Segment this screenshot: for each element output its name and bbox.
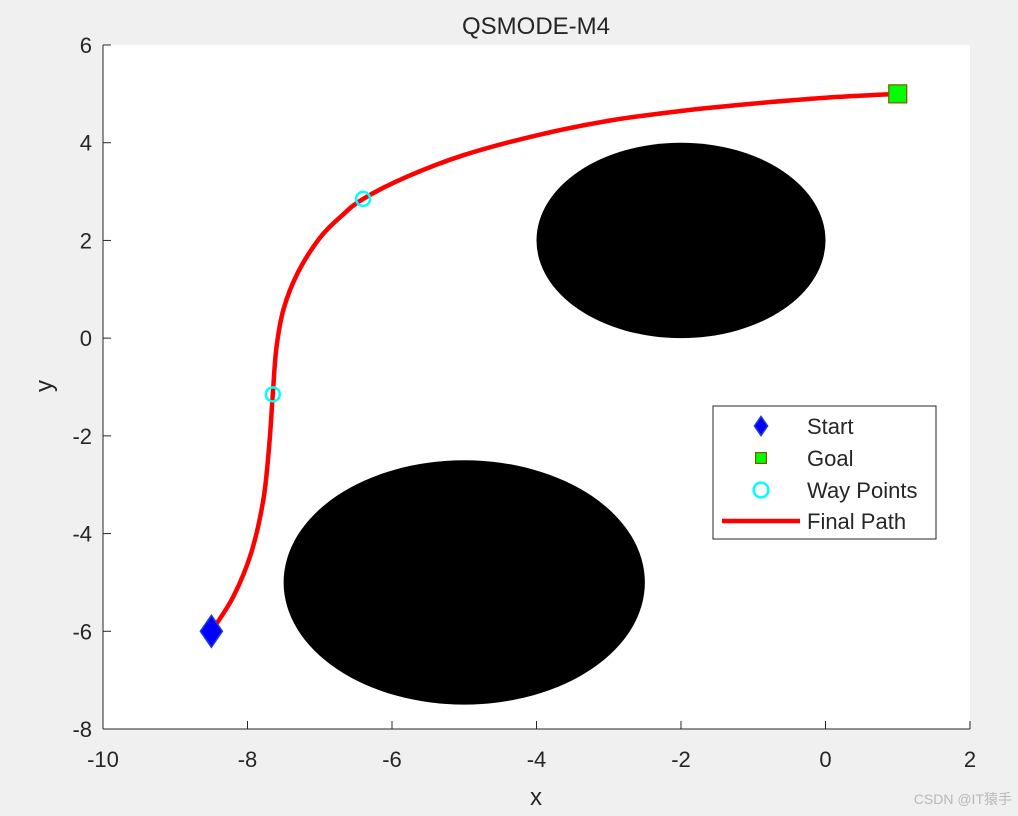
way-points-marker-2 — [354, 190, 372, 208]
legend-label-start: Start — [807, 414, 853, 439]
legend-entry-way-points: Way Points — [752, 478, 917, 503]
way-points-marker-1 — [264, 386, 282, 403]
x-tick-label: -8 — [238, 747, 258, 772]
y-axis-label: y — [31, 380, 58, 392]
y-tick-label: 2 — [80, 228, 92, 253]
x-tick-label: 0 — [819, 747, 831, 772]
legend-label-final-path: Final Path — [807, 509, 906, 534]
legend-box — [712, 405, 937, 540]
y-tick-label: -6 — [72, 619, 92, 644]
legend-entry-goal: Goal — [754, 446, 853, 471]
legend-label-way-points: Way Points — [807, 478, 917, 503]
legend-entry-start: Start — [753, 414, 853, 439]
goal-marker — [888, 84, 908, 104]
chart-title: QSMODE-M4 — [462, 13, 610, 40]
y-tick-label: 0 — [80, 326, 92, 351]
legend-entry-final-path: Final Path — [722, 509, 906, 534]
y-tick-label: -2 — [72, 424, 92, 449]
legend-entries: Start Goal Way Points Final Path — [722, 414, 917, 534]
x-tick-label: -10 — [87, 747, 119, 772]
x-ticks: -10 -8 -6 -4 -2 0 2 — [87, 721, 976, 772]
watermark: CSDN @IT猿手 — [914, 791, 1012, 807]
final-path-line — [209, 91, 900, 634]
obstacle-2 — [283, 460, 645, 705]
x-tick-label: -2 — [671, 747, 691, 772]
y-tick-label: -4 — [72, 522, 92, 547]
x-tick-label: 2 — [964, 747, 976, 772]
start-marker — [199, 613, 224, 649]
series-layer — [199, 84, 908, 649]
x-axis-label: x — [530, 784, 542, 811]
y-tick-label: 6 — [80, 33, 92, 58]
y-tick-label: -8 — [72, 717, 92, 742]
obstacle-1 — [536, 142, 826, 339]
legend-label-goal: Goal — [807, 446, 853, 471]
legend-swatch-goal — [754, 452, 767, 465]
y-tick-label: 4 — [80, 131, 92, 156]
x-tick-label: -4 — [527, 747, 547, 772]
x-tick-label: -6 — [382, 747, 402, 772]
legend-swatch-start — [753, 415, 769, 437]
obstacles-layer — [283, 142, 826, 705]
y-ticks: -8 -6 -4 -2 0 2 4 6 — [72, 33, 111, 742]
legend: Start Goal Way Points Final Path — [712, 405, 937, 540]
legend-swatch-way-points — [752, 481, 770, 499]
